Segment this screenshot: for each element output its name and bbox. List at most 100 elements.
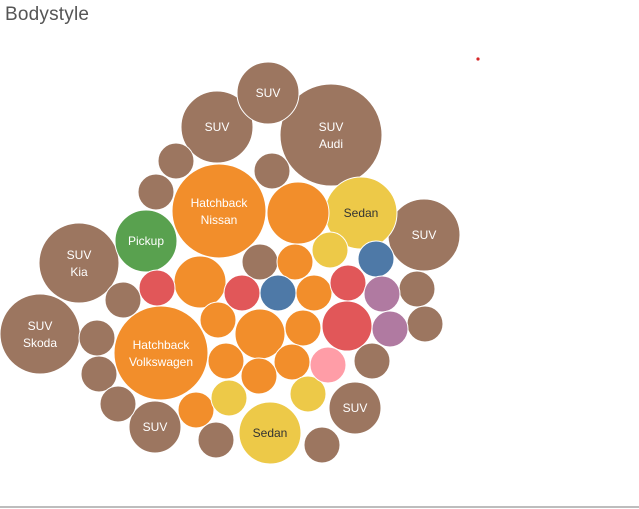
bubble-circle[interactable]: [406, 305, 444, 343]
bubble-circle[interactable]: [371, 310, 409, 348]
bubble-label: SUV: [343, 401, 368, 415]
bubble[interactable]: SUV: [328, 381, 382, 435]
bubble-circle[interactable]: [78, 319, 116, 357]
bubble-circle[interactable]: [253, 152, 291, 190]
bubble-circle[interactable]: [273, 343, 311, 381]
bubble-circle[interactable]: [138, 269, 176, 307]
bubble[interactable]: SUV: [128, 400, 182, 454]
bubble[interactable]: [177, 391, 215, 429]
bubble-circle[interactable]: [210, 379, 248, 417]
bubble-circle[interactable]: [137, 173, 175, 211]
bubble-circle[interactable]: [309, 346, 347, 384]
bubble[interactable]: SUV: [236, 61, 300, 125]
bubble[interactable]: SUV: [387, 198, 461, 272]
bubble-circle[interactable]: [223, 274, 261, 312]
bubble-circle[interactable]: [104, 281, 142, 319]
bubble-circle[interactable]: [199, 301, 237, 339]
bubble[interactable]: [199, 301, 237, 339]
bubble-circle[interactable]: [157, 142, 195, 180]
bubble-circle[interactable]: [236, 61, 300, 125]
bubble-circle[interactable]: [173, 255, 227, 309]
bubble[interactable]: [309, 346, 347, 384]
bubble[interactable]: Sedan: [324, 176, 398, 250]
bubble-circle[interactable]: [240, 357, 278, 395]
bubble[interactable]: [295, 274, 333, 312]
bubble-circle[interactable]: [303, 426, 341, 464]
bubble-circle[interactable]: [241, 243, 279, 281]
bubble-circle[interactable]: [398, 270, 436, 308]
bubble-circle[interactable]: [353, 342, 391, 380]
bubble-circle[interactable]: [177, 391, 215, 429]
bubble-label: Kia: [70, 265, 88, 279]
bubble-circle[interactable]: [128, 400, 182, 454]
bubble[interactable]: [99, 385, 137, 423]
bubble-label: Hatchback: [133, 338, 191, 352]
bubble[interactable]: [303, 426, 341, 464]
bubble-circle[interactable]: [311, 231, 349, 269]
bubble-circle[interactable]: [207, 342, 245, 380]
bubble-circle[interactable]: [99, 385, 137, 423]
bubble[interactable]: [253, 152, 291, 190]
bubble[interactable]: [329, 264, 367, 302]
bubble[interactable]: SUV Audi: [279, 83, 383, 187]
bubble-circle[interactable]: [276, 243, 314, 281]
bubble-label: Audi: [319, 137, 343, 151]
bubble-circle[interactable]: [295, 274, 333, 312]
bubble[interactable]: Hatchback Nissan: [171, 163, 267, 259]
bubble-circle[interactable]: [259, 274, 297, 312]
bubble-circle[interactable]: [38, 222, 120, 304]
bubble-circle[interactable]: [279, 83, 383, 187]
bubble[interactable]: [289, 375, 327, 413]
bubble[interactable]: SUV: [180, 90, 254, 164]
bubble-circle[interactable]: [113, 305, 209, 401]
bubble[interactable]: [138, 269, 176, 307]
bubble[interactable]: Sedan: [238, 401, 302, 465]
bubble[interactable]: [406, 305, 444, 343]
bubble[interactable]: [210, 379, 248, 417]
bubble-label: Volkswagen: [129, 355, 193, 369]
bubble[interactable]: [240, 357, 278, 395]
bubble[interactable]: [357, 240, 395, 278]
bubble[interactable]: [223, 274, 261, 312]
bubble[interactable]: [197, 421, 235, 459]
bubble[interactable]: [363, 275, 401, 313]
bubble[interactable]: [207, 342, 245, 380]
bubble[interactable]: SUV Kia: [38, 222, 120, 304]
bubble[interactable]: Hatchback Volkswagen: [113, 305, 209, 401]
bubble-circle[interactable]: [197, 421, 235, 459]
bubble[interactable]: [78, 319, 116, 357]
bubble-circle[interactable]: [321, 300, 373, 352]
bubble-circle[interactable]: [289, 375, 327, 413]
bubble[interactable]: [80, 355, 118, 393]
bubble[interactable]: [311, 231, 349, 269]
bubble[interactable]: [173, 255, 227, 309]
bubble[interactable]: SUV Skoda: [0, 293, 81, 375]
bubble-circle[interactable]: [357, 240, 395, 278]
bubble-circle[interactable]: [171, 163, 267, 259]
bubble-circle[interactable]: [238, 401, 302, 465]
bubble-circle[interactable]: [114, 209, 178, 273]
bubble[interactable]: [273, 343, 311, 381]
bubble[interactable]: [241, 243, 279, 281]
bubble-label: SUV: [319, 120, 344, 134]
bubble[interactable]: [321, 300, 373, 352]
bubble-label: Pickup: [128, 234, 164, 248]
bubble[interactable]: [353, 342, 391, 380]
bubble-circle[interactable]: [80, 355, 118, 393]
bubble-circle[interactable]: [0, 293, 81, 375]
bubble[interactable]: [259, 274, 297, 312]
bubble[interactable]: [398, 270, 436, 308]
bubble[interactable]: [104, 281, 142, 319]
bubble[interactable]: Pickup: [114, 209, 178, 273]
bubble-circle[interactable]: [363, 275, 401, 313]
bubble-label: Sedan: [344, 206, 379, 220]
bubble-circle[interactable]: [180, 90, 254, 164]
bubble[interactable]: [284, 309, 322, 347]
bubble[interactable]: [371, 310, 409, 348]
bubble-circle[interactable]: [329, 264, 367, 302]
bubble-circle[interactable]: [284, 309, 322, 347]
bubble[interactable]: [157, 142, 195, 180]
bubble[interactable]: [276, 243, 314, 281]
bubble[interactable]: [137, 173, 175, 211]
bubble-circle[interactable]: [328, 381, 382, 435]
